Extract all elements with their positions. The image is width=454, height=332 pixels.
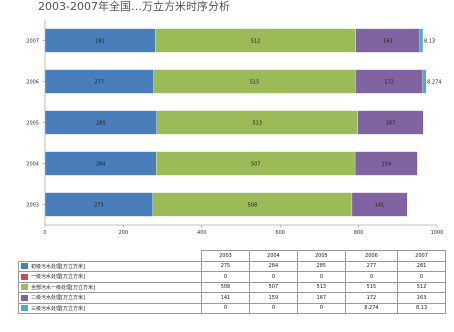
bar-data-label: 159 (381, 161, 391, 167)
table-cell: 172 (344, 292, 399, 304)
table-cell: 513 (296, 281, 346, 293)
table-legend-cell: 一级污水处理[万立方米] (18, 271, 202, 283)
table-row: 全部污水一级处理[万立方米] 508 507 513 515 512 (18, 281, 446, 293)
table-row: 一级污水处理[万立方米] 0 0 0 0 0 (18, 271, 446, 283)
table-cell: 0 (296, 302, 346, 314)
y-category-label: 2006 (26, 79, 39, 85)
data-table-wrap: 2003 2004 2005 2006 2007 初级污水处理[万立方米] 275 284 2… (18, 250, 446, 314)
table-year-header: 2005 (296, 250, 346, 262)
y-category-label: 2005 (26, 120, 39, 126)
table-cell: 0 (201, 302, 250, 314)
bar-data-label: 507 (251, 161, 261, 167)
table-cell: 515 (344, 281, 399, 293)
table-legend-cell: 初级污水处理[万立方米] (18, 260, 202, 272)
table-cell: 507 (248, 281, 298, 293)
table-cell: 0 (201, 271, 250, 283)
y-category-label: 2003 (26, 202, 39, 208)
table-legend-cell: 全部污水一级处理[万立方米] (18, 281, 202, 293)
legend-swatch (21, 284, 28, 291)
table-cell: 0 (397, 271, 446, 283)
table-year-header: 2003 (201, 250, 250, 262)
table-cell: 281 (397, 260, 446, 272)
table-body: 初级污水处理[万立方米] 275 284 285 277 281 一级污水处理[万立方米] 0… (18, 260, 446, 314)
bar-segment (422, 69, 427, 94)
table-cell: 167 (296, 292, 346, 304)
table-cell: 0 (248, 302, 298, 314)
x-tick-label: 200 (119, 230, 129, 236)
table-cell: 512 (397, 281, 446, 293)
bar-segment (419, 28, 424, 53)
legend-label: 三级污水处理[万立方米] (31, 305, 85, 312)
table-legend-cell: 三级污水处理[万立方米] (18, 302, 202, 314)
table-year-header: 2007 (397, 250, 446, 262)
table-cell: 0 (248, 271, 298, 283)
table-cell: 284 (248, 260, 298, 272)
bar-data-label: 275 (94, 202, 104, 208)
bar-data-label: 515 (250, 79, 260, 85)
x-tick-label: 600 (275, 230, 285, 236)
stacked-bar-chart: 2003-2007年全国…万立方米时序分析 0 200 400 600 800 1000 2… (26, 0, 443, 236)
legend-label: 一级污水处理[万立方米] (31, 274, 85, 281)
table-cell: 159 (248, 292, 298, 304)
bar-data-label: 281 (95, 38, 105, 44)
table-row: 二级污水处理[万立方米] 141 159 167 172 163 (18, 292, 446, 304)
legend-label: 全部污水一级处理[万立方米] (31, 284, 95, 291)
legend-swatch (21, 305, 28, 312)
data-table: 2003 2004 2005 2006 2007 初级污水处理[万立方米] 275 284 2… (18, 250, 446, 314)
bar-data-label: 167 (386, 120, 396, 126)
chart-title: 2003-2007年全国…万立方米时序分析 (38, 0, 230, 13)
table-cell: 0 (344, 271, 399, 283)
table-row: 三级污水处理[万立方米] 0 0 0 8.274 8.13 (18, 302, 446, 314)
x-tick-label: 0 (43, 230, 46, 236)
plot-area: 0 200 400 600 800 1000 2007 281 512 163 8.13 2006 27… (26, 20, 443, 236)
bar-data-label: 172 (384, 79, 394, 85)
table-cell: 163 (397, 292, 446, 304)
bar-data-label: 8.274 (427, 79, 441, 85)
table-cell: 285 (296, 260, 346, 272)
bar-data-label: 508 (248, 202, 258, 208)
bar-data-label: 285 (96, 120, 106, 126)
table-corner (18, 250, 202, 262)
bar-segment (351, 192, 408, 217)
table-year-header: 2004 (248, 250, 298, 262)
bar-data-label: 8.13 (424, 38, 435, 44)
bar-data-label: 512 (251, 38, 261, 44)
bar-segment (357, 110, 424, 135)
y-category-label: 2004 (26, 161, 39, 167)
table-year-header: 2006 (344, 250, 399, 262)
table-cell: 8.274 (344, 302, 399, 314)
bar-data-label: 141 (375, 202, 385, 208)
legend-label: 初级污水处理[万立方米] (31, 263, 85, 270)
table-cell: 275 (201, 260, 250, 272)
bar-segment (354, 151, 418, 176)
table-legend-cell: 二级污水处理[万立方米] (18, 292, 202, 304)
bar-data-label: 513 (252, 120, 262, 126)
bar-data-label: 277 (95, 79, 105, 85)
table-cell: 277 (344, 260, 399, 272)
legend-swatch (21, 263, 28, 270)
legend-label: 二级污水处理[万立方米] (31, 295, 85, 302)
x-tick-label: 400 (197, 230, 207, 236)
table-cell: 8.13 (397, 302, 446, 314)
legend-swatch (21, 273, 28, 280)
bar-data-label: 284 (96, 161, 106, 167)
table-row: 初级污水处理[万立方米] 275 284 285 277 281 (18, 260, 446, 272)
legend-swatch (21, 294, 28, 301)
x-tick-label: 1000 (431, 230, 444, 236)
table-cell: 508 (201, 281, 250, 293)
table-cell: 0 (296, 271, 346, 283)
bar-data-label: 163 (383, 38, 393, 44)
table-cell: 141 (201, 292, 250, 304)
y-category-label: 2007 (26, 38, 39, 44)
table-header-row: 2003 2004 2005 2006 2007 (18, 250, 446, 262)
x-tick-label: 800 (354, 230, 364, 236)
